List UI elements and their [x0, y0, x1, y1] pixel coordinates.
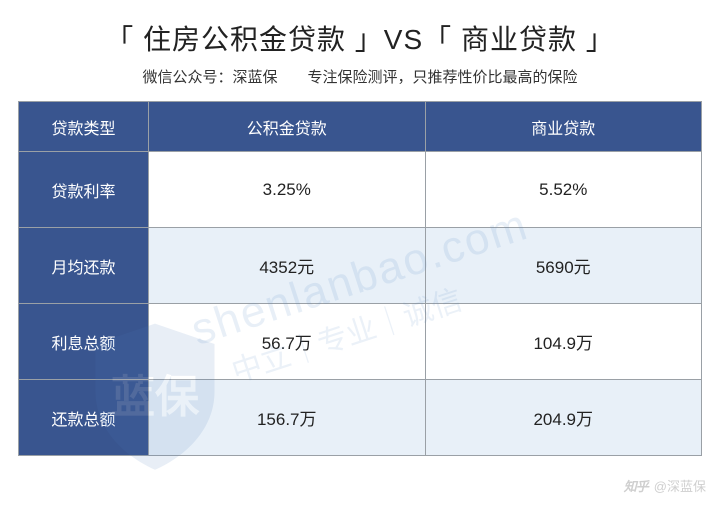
comparison-table-container: 贷款类型 公积金贷款 商业贷款 贷款利率 3.25% 5.52% 月均还款 43… [0, 101, 720, 456]
cell-value: 5.52% [425, 152, 702, 228]
table-row: 利息总额 56.7万 104.9万 [19, 304, 702, 380]
page-subtitle: 微信公众号：深蓝保 专注保险测评，只推荐性价比最高的保险 [0, 66, 720, 101]
header-commercial-loan: 商业贷款 [425, 102, 702, 152]
cell-value: 156.7万 [149, 380, 426, 456]
row-label: 月均还款 [19, 228, 149, 304]
attribution: 知乎 @深蓝保 [624, 476, 706, 495]
cell-value: 204.9万 [425, 380, 702, 456]
page-title: 「 住房公积金贷款 」VS「 商业贷款 」 [0, 0, 720, 66]
comparison-table: 贷款类型 公积金贷款 商业贷款 贷款利率 3.25% 5.52% 月均还款 43… [18, 101, 702, 456]
table-row: 月均还款 4352元 5690元 [19, 228, 702, 304]
zhihu-logo-icon: 知乎 [624, 476, 648, 495]
cell-value: 4352元 [149, 228, 426, 304]
table-row: 贷款利率 3.25% 5.52% [19, 152, 702, 228]
cell-value: 104.9万 [425, 304, 702, 380]
header-loan-type: 贷款类型 [19, 102, 149, 152]
cell-value: 5690元 [425, 228, 702, 304]
table-header-row: 贷款类型 公积金贷款 商业贷款 [19, 102, 702, 152]
cell-value: 3.25% [149, 152, 426, 228]
row-label: 还款总额 [19, 380, 149, 456]
table-row: 还款总额 156.7万 204.9万 [19, 380, 702, 456]
row-label: 贷款利率 [19, 152, 149, 228]
cell-value: 56.7万 [149, 304, 426, 380]
row-label: 利息总额 [19, 304, 149, 380]
author-name: @深蓝保 [654, 476, 706, 495]
header-fund-loan: 公积金贷款 [149, 102, 426, 152]
